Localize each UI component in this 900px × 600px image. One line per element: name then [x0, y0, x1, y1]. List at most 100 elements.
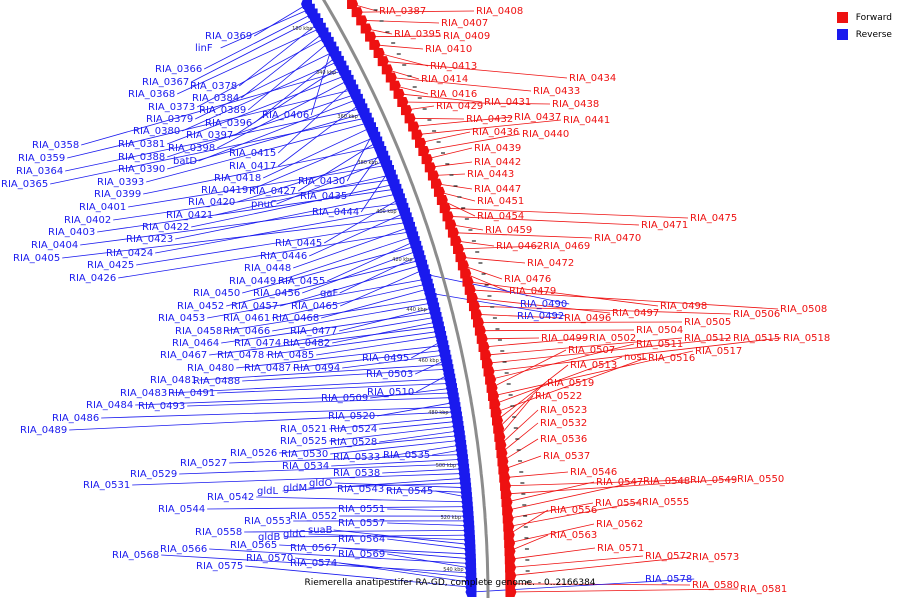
gene-label[interactable]: RIA_0404 [31, 240, 78, 251]
gene-label[interactable]: RIA_0421 [166, 210, 213, 221]
gene-label[interactable]: RIA_0562 [596, 519, 643, 530]
gene-label[interactable]: gldO [309, 478, 332, 489]
gene-label[interactable]: RIA_0464 [172, 338, 219, 349]
gene-label[interactable]: RIA_0521 [280, 424, 327, 435]
gene-label[interactable]: RIA_0395 [394, 29, 441, 40]
gene-label[interactable]: RIA_0436 [472, 127, 519, 138]
gene-label[interactable]: RIA_0459 [485, 225, 532, 236]
gene-label[interactable]: RIA_0550 [737, 474, 784, 485]
gene-label[interactable]: RIA_0566 [160, 544, 207, 555]
gene-label[interactable]: RIA_0492 [517, 311, 564, 322]
gene-label[interactable]: RIA_0571 [597, 543, 644, 554]
gene-label[interactable]: RIA_0424 [106, 248, 153, 259]
gene-label[interactable]: RIA_0379 [146, 114, 193, 125]
gene-label[interactable]: RIA_0505 [684, 317, 731, 328]
gene-label[interactable]: RIA_0435 [300, 191, 347, 202]
gene-label[interactable]: RIA_0448 [244, 263, 291, 274]
gene-label[interactable]: RIA_0393 [97, 177, 144, 188]
gene-label[interactable]: RIA_0563 [550, 530, 597, 541]
gene-label[interactable]: RIA_0443 [467, 169, 514, 180]
gene-label[interactable]: RIA_0423 [126, 234, 173, 245]
gene-label[interactable]: RIA_0403 [48, 227, 95, 238]
gene-label[interactable]: RIA_0380 [133, 126, 180, 137]
gene-label[interactable]: RIA_0441 [563, 115, 610, 126]
gene-label[interactable]: RIA_0502 [589, 333, 636, 344]
gene-label[interactable]: RIA_0546 [570, 467, 617, 478]
gene-label[interactable]: RIA_0527 [180, 458, 227, 469]
gene-label[interactable]: RIA_0567 [290, 543, 337, 554]
gene-label[interactable]: RIA_0552 [290, 511, 337, 522]
gene-label[interactable]: RIA_0368 [128, 89, 175, 100]
gene-label[interactable]: RIA_0495 [362, 353, 409, 364]
gene-label[interactable]: RIA_0511 [636, 339, 683, 350]
gene-label[interactable]: RIA_0453 [158, 313, 205, 324]
gene-label[interactable]: RIA_0525 [280, 436, 327, 447]
gene-label[interactable]: RIA_0406 [262, 110, 309, 121]
gene-label[interactable]: RIA_0414 [421, 74, 468, 85]
gene-label[interactable]: RIA_0547 [596, 477, 643, 488]
gene-label[interactable]: RIA_0433 [533, 86, 580, 97]
gene-label[interactable]: RIA_0465 [291, 301, 338, 312]
gene-label[interactable]: RIA_0451 [477, 196, 524, 207]
gene-label[interactable]: RIA_0483 [120, 388, 167, 399]
gene-label[interactable]: RIA_0554 [595, 498, 642, 509]
gene-label[interactable]: RIA_0490 [520, 299, 567, 310]
gene-label[interactable]: RIA_0466 [223, 326, 270, 337]
gene-label[interactable]: RIA_0447 [474, 184, 521, 195]
gene-label[interactable]: RIA_0479 [509, 286, 556, 297]
gene-label[interactable]: RIA_0520 [328, 411, 375, 422]
gene-label[interactable]: RIA_0454 [477, 211, 524, 222]
gene-label[interactable]: RIA_0419 [201, 185, 248, 196]
gene-label[interactable]: RIA_0399 [94, 189, 141, 200]
gene-label[interactable]: RIA_0515 [733, 333, 780, 344]
gene-label[interactable]: RIA_0528 [330, 437, 377, 448]
gene-label[interactable]: gaF [320, 288, 338, 299]
gene-label[interactable]: RIA_0496 [564, 313, 611, 324]
gene-label[interactable]: RIA_0389 [199, 105, 246, 116]
gene-label[interactable]: RIA_0485 [267, 350, 314, 361]
gene-label[interactable]: RIA_0439 [474, 143, 521, 154]
gene-label[interactable]: RIA_0517 [695, 346, 742, 357]
gene-label[interactable]: RIA_0422 [142, 222, 189, 233]
gene-label[interactable]: RIA_0427 [249, 186, 296, 197]
gene-label[interactable]: RIA_0408 [476, 6, 523, 17]
gene-label[interactable]: RIA_0381 [118, 139, 165, 150]
gene-label[interactable]: RIA_0431 [484, 97, 531, 108]
gene-label[interactable]: RIA_0524 [330, 424, 377, 435]
gene-label[interactable]: RIA_0416 [430, 89, 477, 100]
gene-label[interactable]: gldB [258, 532, 280, 543]
gene-label[interactable]: RIA_0497 [612, 308, 659, 319]
gene-label[interactable]: RIA_0440 [522, 129, 569, 140]
gene-label[interactable]: RIA_0432 [466, 114, 513, 125]
gene-label[interactable]: RIA_0556 [550, 505, 597, 516]
gene-label[interactable]: RIA_0530 [281, 449, 328, 460]
gene-label[interactable]: RIA_0429 [436, 101, 483, 112]
gene-label[interactable]: RIA_0407 [441, 18, 488, 29]
gene-label[interactable]: RIA_0529 [130, 469, 177, 480]
gene-label[interactable]: RIA_0456 [253, 288, 300, 299]
gene-label[interactable]: RIA_0434 [569, 73, 616, 84]
gene-label[interactable]: RIA_0545 [386, 486, 433, 497]
gene-label[interactable]: RIA_0438 [552, 99, 599, 110]
gene-label[interactable]: RIA_0470 [594, 233, 641, 244]
gene-label[interactable]: RIA_0446 [260, 251, 307, 262]
gene-label[interactable]: RIA_0487 [244, 363, 291, 374]
gene-label[interactable]: RIA_0420 [188, 197, 235, 208]
gene-label[interactable]: RIA_0553 [244, 516, 291, 527]
gene-label[interactable]: RIA_0516 [648, 353, 695, 364]
gene-label[interactable]: RIA_0534 [282, 461, 329, 472]
gene-label[interactable]: RIA_0549 [690, 475, 737, 486]
gene-label[interactable]: RIA_0476 [504, 274, 551, 285]
gene-label[interactable]: RIA_0551 [338, 504, 385, 515]
gene-label[interactable]: RIA_0474 [234, 338, 281, 349]
gene-label[interactable]: RIA_0503 [366, 369, 413, 380]
gene-label[interactable]: RIA_0533 [333, 452, 380, 463]
gene-label[interactable]: RIA_0455 [278, 276, 325, 287]
gene-label[interactable]: RIA_0410 [425, 44, 472, 55]
gene-label[interactable]: RIA_0484 [86, 400, 133, 411]
gene-label[interactable]: RIA_0494 [293, 363, 340, 374]
gene-label[interactable]: RIA_0512 [684, 333, 731, 344]
gene-label[interactable]: RIA_0486 [52, 413, 99, 424]
gene-label[interactable]: gldL [257, 486, 278, 497]
